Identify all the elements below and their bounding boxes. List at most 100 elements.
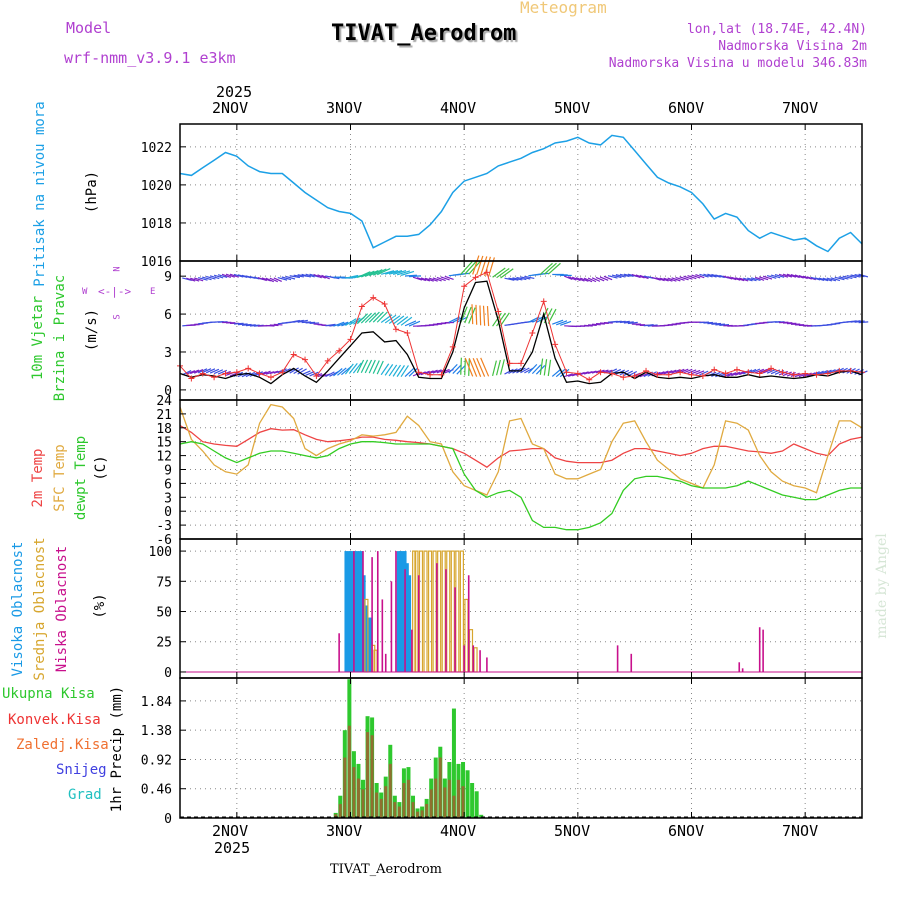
wind-gust-point [745,369,752,376]
wind-gust-point [506,360,513,367]
wind-arrow [547,308,557,324]
wind-arrow [472,358,482,377]
bottom-day-label: 2NOV [212,822,249,840]
cloud-high-bar [367,617,371,672]
y-tick-label: 15 [156,436,172,451]
wind-arrow [186,277,196,282]
cloud-high-bar [351,551,355,672]
precip-conv-bar [352,767,356,818]
wind-arrow [392,364,401,377]
wind-arrow [659,370,669,376]
y-tick-label: 18 [156,422,172,437]
wind-gust-point [483,269,490,276]
wind-arrow [420,370,430,376]
cloud-mid-bar [432,550,437,673]
wind-arrow [735,277,745,282]
wind-gust-point [586,376,593,383]
wind-gust-point [336,347,343,354]
wind-gust-point [518,360,524,367]
wind-arrow [285,275,296,280]
precip-legend-hail: Grad [68,787,102,803]
wind-arrow [699,321,710,324]
precip-conv-bar [411,802,415,818]
wind-arrow [273,277,282,283]
wind-arrow [786,273,797,278]
wind-arrow [560,320,572,326]
wind-gust-point [540,298,547,305]
wind-arrow [408,320,421,327]
wind-arrow [460,357,462,375]
wind-arrow [408,367,419,377]
wind-arrow [822,369,832,375]
wind-arrow [806,276,816,281]
wind-arrow [508,277,519,281]
y-tick-label: 21 [156,408,172,423]
wind-arrow [782,273,793,278]
wind-arrow [341,366,351,376]
wind-arrow [531,364,542,375]
cloud-low-bar [417,575,420,672]
y-tick-label: 1016 [141,255,172,270]
wind-gust-point [222,370,229,377]
frame-layer [179,123,863,819]
grid-layer [180,124,862,819]
precip-legend-total: Ukupna Kisa [2,686,95,702]
wind-gust-point [688,371,695,378]
wind-arrow [727,372,737,377]
wind-arrow [814,277,825,281]
wind-arrow [357,271,371,279]
wind-arrow [305,273,315,278]
wind-arrow [663,370,673,375]
precip-conv-bar [406,779,410,818]
wind-arrow [436,368,446,374]
precip-conv-bar [447,779,451,818]
cloud-high-bar [353,551,357,672]
wind-arrow [496,267,510,279]
wind-arrow [388,270,403,275]
wind-arrow [595,276,605,282]
wind-arrow [527,363,538,374]
wind-gust-point [643,367,650,374]
precip-conv-bar [397,806,401,818]
wind-arrow [480,256,488,276]
wind-arrow [356,313,369,325]
y-tick-label: 3 [164,491,172,506]
wind-arrow [404,367,415,378]
wind-arrow [190,277,200,282]
cloud-mid-bar [459,550,464,673]
wind-arrow [643,324,654,327]
wind-arrow [591,323,601,326]
cloud-high-bar [355,551,359,672]
cloud-low-bar [362,551,364,672]
wind-arrow [826,277,837,282]
top-day-label: 2NOV [212,99,249,117]
wind-arrow [830,277,841,282]
cloud-low-bar [616,645,619,672]
wind-arrow [209,275,220,280]
cloud-mid-bar [414,550,419,673]
y-tick-label: 0.46 [141,783,172,798]
wind-arrow [384,314,397,324]
wind-arrow [699,273,709,278]
wind-arrow [385,270,399,275]
cloud-low-bar [390,581,393,672]
wind-arrow [460,306,468,323]
precip-conv-bar [384,786,388,818]
wind-arrow [504,277,515,281]
y-tick-label: 0 [164,505,172,520]
wind-gust-point [699,372,706,379]
cloud-high-bar [346,551,350,672]
wind-gust-point [847,367,854,374]
y-tick-label: 9 [164,270,172,285]
wind-arrow [723,275,733,280]
wind-arrow [579,277,589,282]
wind-arrow [432,369,442,374]
cloud-high-bar [358,551,362,672]
wind-arrow [551,368,562,377]
wind-arrow [711,273,721,278]
wind-gust-point [768,365,775,372]
wind-gust-point [188,375,195,382]
wind-arrow [754,276,765,281]
wind-arrow [301,273,311,278]
wind-arrow [639,372,649,378]
